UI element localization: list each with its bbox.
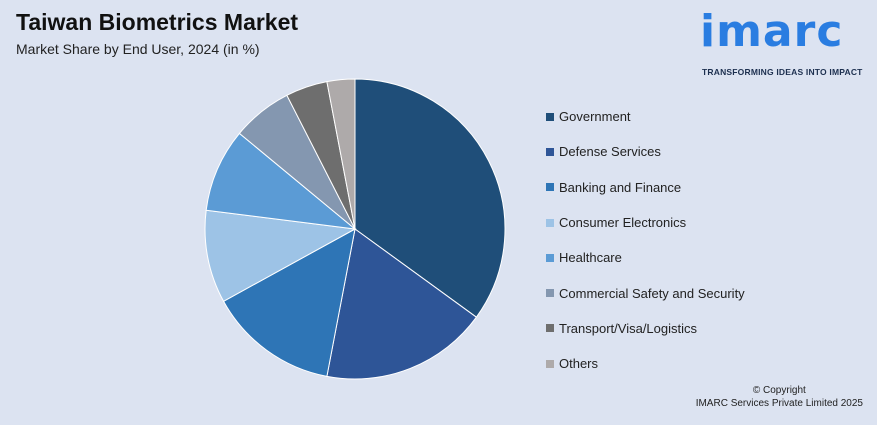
pie-slice-defense-services xyxy=(326,228,478,380)
legend-item: Banking and Finance xyxy=(546,170,745,205)
legend-swatch xyxy=(546,112,554,121)
legend-label: Commercial Safety and Security xyxy=(559,285,745,301)
pie-slice-banking-and-finance xyxy=(222,228,356,377)
pie-slice-others xyxy=(326,78,356,230)
chart-legend: Government Defense Services Banking and Fi… xyxy=(546,99,745,381)
chart-subtitle: Market Share by End User, 2024 (in %) xyxy=(16,41,260,57)
copyright-line-1: © Copyright xyxy=(752,385,806,396)
chart-title: Taiwan Biometrics Market xyxy=(16,9,299,35)
legend-swatch xyxy=(546,359,554,368)
legend-label: Defense Services xyxy=(559,144,661,160)
legend-item: Consumer Electronics xyxy=(546,205,745,240)
logo-tagline: TRANSFORMING IDEAS INTO IMPACT xyxy=(702,67,863,77)
legend-label: Government xyxy=(559,109,631,125)
legend-swatch xyxy=(546,147,554,156)
legend-swatch xyxy=(546,183,554,192)
legend-item: Transport/Visa/Logistics xyxy=(546,311,745,346)
copyright-line-2: IMARC Services Private Limited 2025 xyxy=(695,398,863,409)
legend-item: Defense Services xyxy=(546,134,745,169)
legend-label: Consumer Electronics xyxy=(559,215,687,231)
legend-label: Transport/Visa/Logistics xyxy=(559,320,698,336)
logo-wordmark: imarc xyxy=(700,6,844,57)
legend-label: Banking and Finance xyxy=(559,179,682,195)
legend-swatch xyxy=(546,324,554,333)
legend-item: Healthcare xyxy=(546,240,745,275)
legend-swatch xyxy=(546,289,554,298)
legend-label: Healthcare xyxy=(559,250,622,266)
legend-item: Others xyxy=(546,346,745,381)
pie-slice-consumer-electronics xyxy=(204,209,357,302)
pie-slice-government xyxy=(354,78,506,318)
copyright-notice: © Copyright IMARC Services Private Limit… xyxy=(696,384,863,410)
imarc-logo: imarc TRANSFORMING IDEAS INTO IMPACT xyxy=(700,6,870,86)
legend-label: Others xyxy=(559,356,599,372)
legend-item: Government xyxy=(546,99,745,134)
legend-swatch xyxy=(546,253,554,262)
pie-slice-healthcare xyxy=(205,132,357,230)
legend-item: Commercial Safety and Security xyxy=(546,275,745,310)
legend-swatch xyxy=(546,218,554,227)
